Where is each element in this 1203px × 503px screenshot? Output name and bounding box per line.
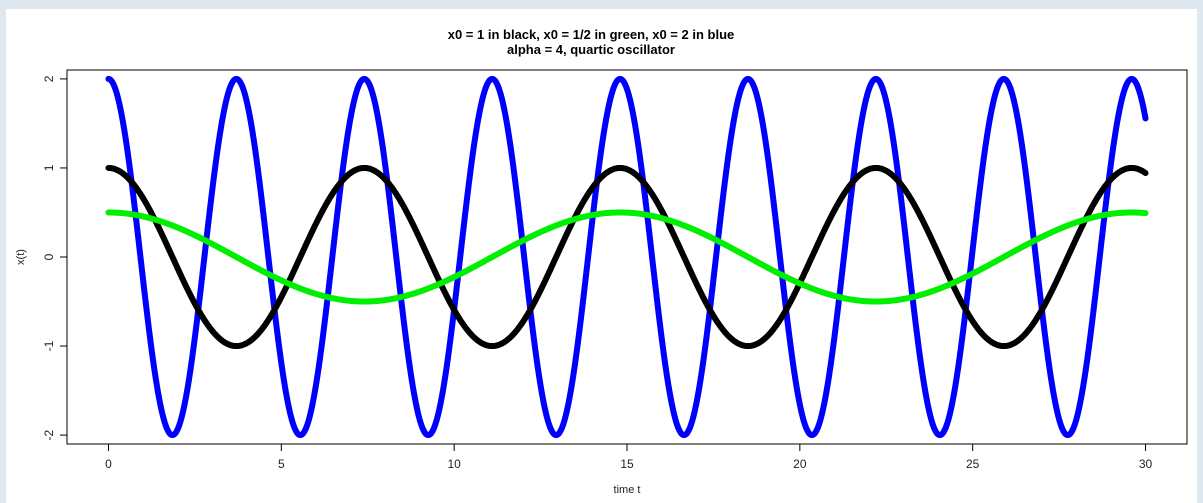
- x-tick-label: 15: [620, 457, 634, 471]
- y-tick-label: 2: [42, 75, 56, 82]
- y-tick-label: 0: [42, 253, 56, 260]
- x-axis-label: time t: [614, 484, 641, 496]
- y-axis: -2 -1 0 1 2: [42, 75, 68, 440]
- series-line-x0-1: [105, 164, 1149, 350]
- x-tick-label: 30: [1139, 457, 1153, 471]
- y-tick-label: 1: [42, 164, 56, 171]
- line-chart: x0 = 1 in black, x0 = 1/2 in green, x0 =…: [15, 27, 1188, 496]
- x-axis: 0 5 10 15 20 25 30: [105, 443, 1153, 471]
- x-tick-label: 20: [793, 457, 807, 471]
- x-tick-label: 10: [447, 457, 461, 471]
- chart-title: x0 = 1 in black, x0 = 1/2 in green, x0 =…: [448, 27, 735, 42]
- chart-subtitle: alpha = 4, quartic oscillator: [507, 42, 675, 57]
- plot-panel: x0 = 1 in black, x0 = 1/2 in green, x0 =…: [6, 9, 1197, 503]
- series-line-x0-2: [105, 75, 1149, 439]
- x-tick-label: 5: [278, 457, 285, 471]
- y-axis-label: x(t): [15, 249, 27, 265]
- series-line-x0-0_5: [105, 209, 1149, 305]
- y-tick-label: -1: [42, 340, 56, 351]
- series-layer: [105, 75, 1149, 439]
- y-tick-label: -2: [42, 429, 56, 440]
- x-tick-label: 0: [105, 457, 112, 471]
- x-tick-label: 25: [966, 457, 980, 471]
